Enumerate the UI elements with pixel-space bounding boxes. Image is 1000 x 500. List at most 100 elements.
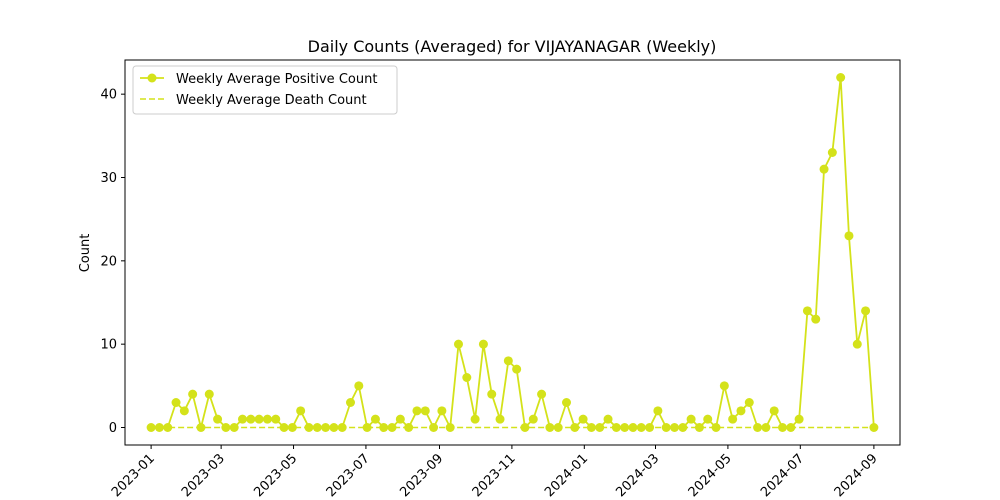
y-tick-label: 20 (100, 254, 117, 269)
data-point-positive (661, 423, 671, 432)
data-point-positive (370, 414, 380, 424)
data-point-positive (420, 406, 430, 416)
data-point-positive (304, 423, 314, 432)
data-point-positive (204, 389, 214, 399)
data-point-positive (537, 389, 547, 399)
data-point-positive (761, 423, 771, 432)
data-point-positive (412, 406, 422, 416)
data-point-positive (603, 414, 613, 424)
data-point-positive (711, 423, 721, 432)
data-point-positive (570, 423, 580, 432)
y-tick-label: 10 (100, 338, 117, 353)
data-point-positive (611, 423, 621, 432)
data-point-positive (520, 423, 530, 432)
data-point-positive (354, 381, 364, 391)
data-point-positive (753, 423, 763, 432)
data-point-positive (794, 414, 804, 424)
data-point-positive (844, 231, 854, 241)
data-point-positive (229, 423, 239, 432)
data-point-positive (595, 423, 605, 432)
data-point-positive (819, 164, 829, 174)
data-point-positive (221, 423, 231, 432)
data-point-positive (395, 414, 405, 424)
plot-area (146, 73, 879, 432)
data-point-positive (778, 423, 788, 432)
data-point-positive (287, 423, 297, 432)
y-axis-label: Count (78, 234, 93, 273)
data-point-positive (861, 306, 871, 316)
data-point-positive (429, 423, 439, 432)
data-point-positive (545, 423, 555, 432)
data-point-positive (362, 423, 372, 432)
data-point-positive (196, 423, 206, 432)
data-point-positive (387, 423, 397, 432)
data-point-positive (694, 423, 704, 432)
data-point-positive (802, 306, 812, 316)
data-point-positive (445, 423, 455, 432)
data-point-positive (512, 364, 522, 374)
data-point-positive (271, 414, 281, 424)
data-point-positive (670, 423, 680, 432)
data-point-positive (437, 406, 447, 416)
y-tick-label: 40 (100, 88, 117, 103)
data-point-positive (154, 423, 164, 432)
data-point-positive (736, 406, 746, 416)
legend-positive-label: Weekly Average Positive Count (176, 72, 377, 87)
data-point-positive (246, 414, 256, 424)
legend: Weekly Average Positive Count Weekly Ave… (132, 65, 398, 115)
data-point-positive (728, 414, 738, 424)
data-point-positive (628, 423, 638, 432)
data-point-positive (171, 398, 181, 407)
data-point-positive (213, 414, 223, 424)
data-point-positive (379, 423, 389, 432)
data-point-positive (329, 423, 339, 432)
data-point-positive (578, 414, 588, 424)
data-point-positive (678, 423, 688, 432)
data-point-positive (869, 423, 879, 432)
data-point-positive (653, 406, 663, 416)
data-point-positive (345, 398, 355, 407)
plot-frame (124, 59, 901, 446)
data-point-positive (686, 414, 696, 424)
data-point-positive (163, 423, 173, 432)
data-point-positive (744, 398, 754, 407)
data-point-positive (254, 414, 264, 424)
data-point-positive (478, 339, 488, 349)
legend-positive-marker (147, 73, 157, 83)
data-point-positive (586, 423, 596, 432)
data-point-positive (836, 73, 846, 82)
data-point-positive (487, 389, 497, 399)
data-point-positive (719, 381, 729, 391)
data-point-positive (146, 423, 156, 432)
data-point-positive (636, 423, 646, 432)
data-point-positive (562, 398, 572, 407)
data-point-positive (312, 423, 322, 432)
legend-box (132, 65, 398, 115)
data-point-positive (262, 414, 272, 424)
data-point-positive (279, 423, 289, 432)
data-point-positive (296, 406, 306, 416)
y-tick-label: 0 (109, 421, 117, 436)
data-point-positive (321, 423, 331, 432)
data-point-positive (827, 148, 837, 157)
chart-title: Daily Counts (Averaged) for VIJAYANAGAR … (308, 37, 717, 56)
data-point-positive (237, 414, 247, 424)
data-point-positive (179, 406, 189, 416)
y-tick-label: 30 (100, 171, 117, 186)
data-point-positive (553, 423, 563, 432)
data-point-positive (404, 423, 414, 432)
data-point-positive (852, 339, 862, 349)
data-point-positive (462, 373, 472, 382)
data-point-positive (645, 423, 655, 432)
data-point-positive (503, 356, 513, 366)
data-point-positive (470, 414, 480, 424)
data-point-positive (620, 423, 630, 432)
data-point-positive (495, 414, 505, 424)
data-point-positive (453, 339, 463, 349)
data-point-positive (811, 314, 821, 324)
legend-death-label: Weekly Average Death Count (176, 93, 367, 108)
data-point-positive (769, 406, 779, 416)
data-point-positive (337, 423, 347, 432)
